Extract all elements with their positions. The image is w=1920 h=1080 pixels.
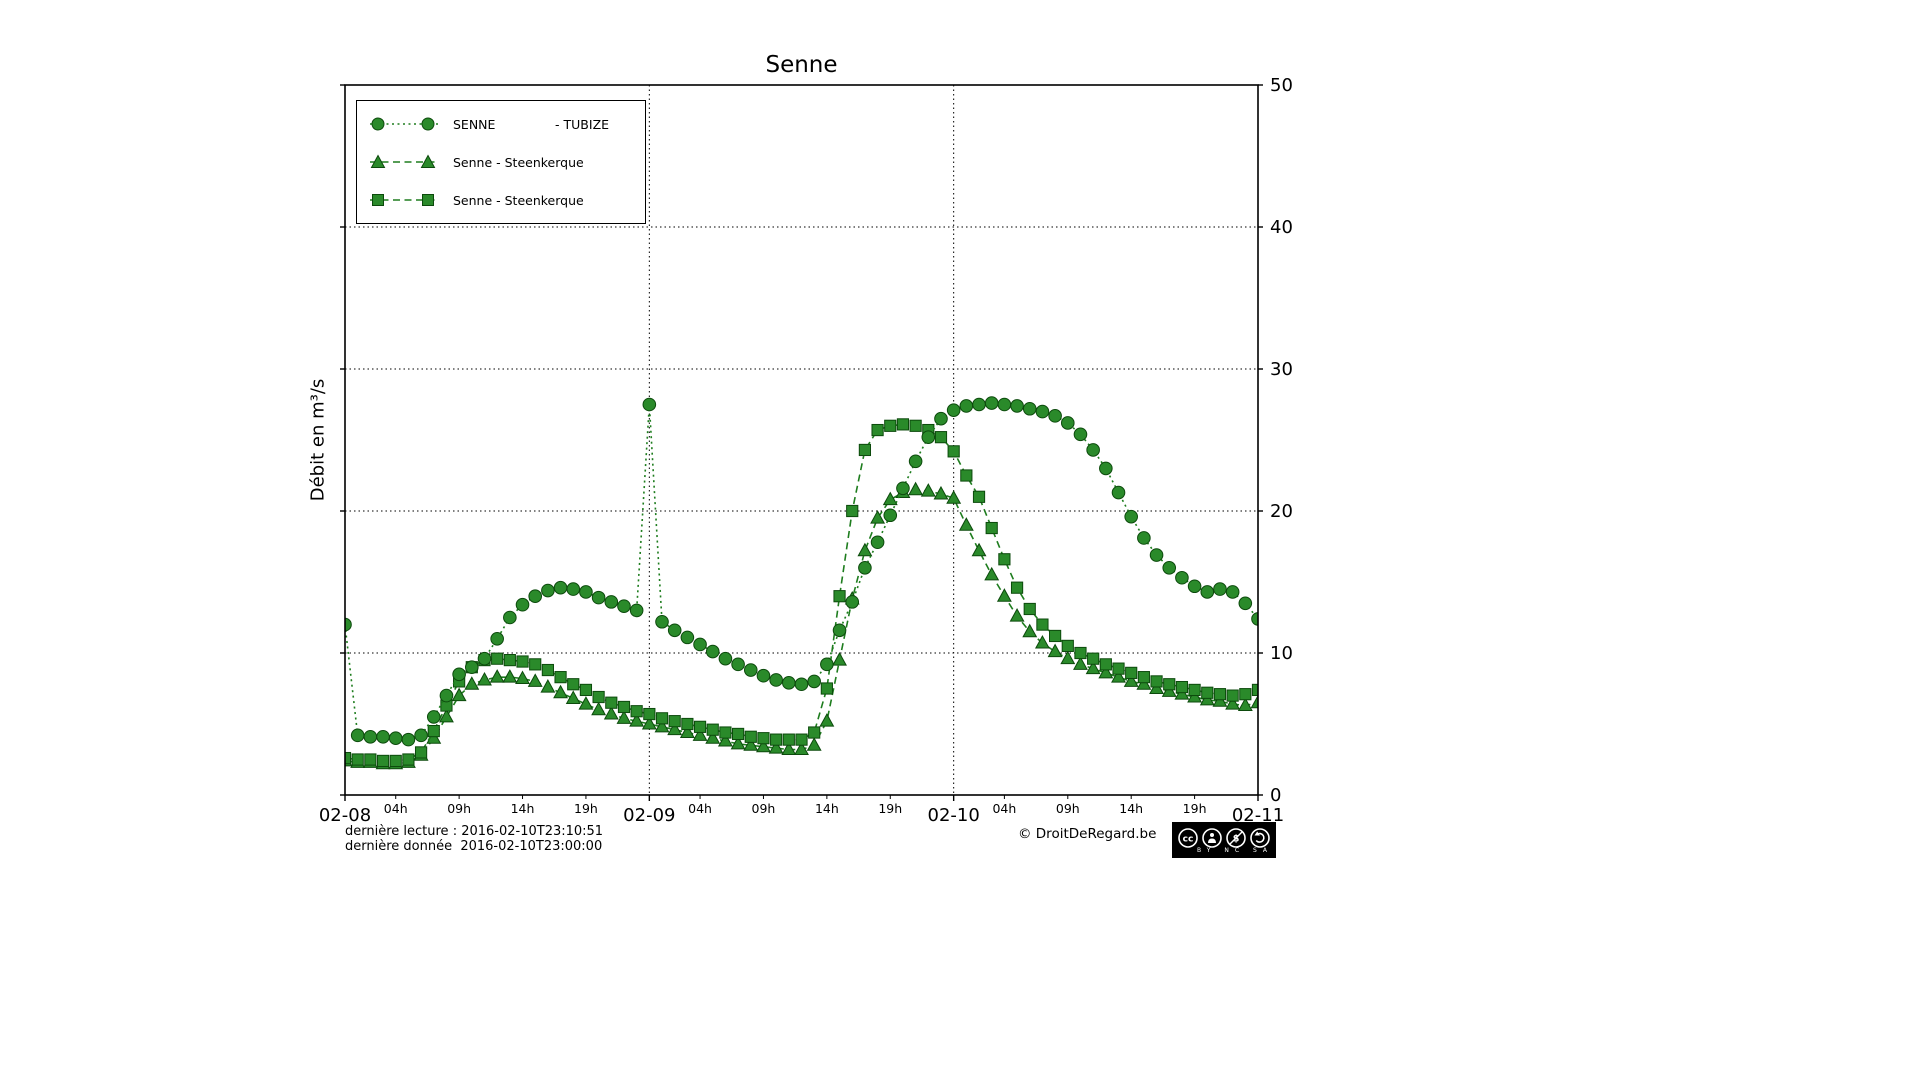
svg-text:04h: 04h xyxy=(688,801,712,816)
svg-text:50: 50 xyxy=(1270,75,1293,96)
svg-text:$: $ xyxy=(1233,833,1240,844)
legend-label-steenkerque-1: Senne - Steenkerque xyxy=(453,154,584,170)
legend-marker-square xyxy=(370,194,438,206)
svg-text:14h: 14h xyxy=(815,801,839,816)
svg-text:09h: 09h xyxy=(752,801,776,816)
svg-text:04h: 04h xyxy=(992,801,1016,816)
last-data-text: dernière donnée 2016-02-10T23:00:00 xyxy=(345,839,603,854)
last-reading-text: dernière lecture : 2016-02-10T23:10:51 xyxy=(345,824,604,839)
chart-title: Senne xyxy=(765,52,838,78)
svg-text:14h: 14h xyxy=(1119,801,1143,816)
svg-text:14h: 14h xyxy=(511,801,535,816)
svg-text:10: 10 xyxy=(1270,643,1293,664)
svg-text:02-10: 02-10 xyxy=(928,805,980,826)
svg-text:cc: cc xyxy=(1183,834,1194,844)
svg-text:02-08: 02-08 xyxy=(319,805,371,826)
svg-text:02-11: 02-11 xyxy=(1232,805,1284,826)
svg-text:09h: 09h xyxy=(447,801,471,816)
cc-license-terms: BY NC SA xyxy=(1197,846,1273,854)
cc-sa-share-alike-icon xyxy=(1250,827,1270,848)
legend-label-tubize: SENNE - TUBIZE xyxy=(453,116,610,132)
legend-item-steenkerque-1: Senne - Steenkerque xyxy=(357,153,645,171)
legend-item-steenkerque-2: Senne - Steenkerque xyxy=(357,191,645,209)
cc-license-badge[interactable]: cc $ BY NC SA xyxy=(1172,822,1276,858)
svg-text:04h: 04h xyxy=(384,801,408,816)
legend-label-steenkerque-2: Senne - Steenkerque xyxy=(453,192,584,208)
svg-text:09h: 09h xyxy=(1056,801,1080,816)
legend: SENNE - TUBIZE Senne - Steenkerque Senne… xyxy=(356,100,646,224)
svg-text:0: 0 xyxy=(1270,785,1281,806)
svg-text:19h: 19h xyxy=(1183,801,1207,816)
svg-text:02-09: 02-09 xyxy=(623,805,675,826)
svg-text:40: 40 xyxy=(1270,217,1293,238)
svg-text:20: 20 xyxy=(1270,501,1293,522)
legend-item-tubize: SENNE - TUBIZE xyxy=(357,115,645,133)
legend-marker-circle xyxy=(370,117,438,131)
svg-text:19h: 19h xyxy=(878,801,902,816)
legend-marker-triangle xyxy=(370,154,438,168)
cc-by-person-icon xyxy=(1202,827,1222,848)
cc-logo-icon: cc xyxy=(1178,827,1198,848)
svg-text:19h: 19h xyxy=(574,801,598,816)
copyright-text: © DroitDeRegard.be xyxy=(1018,826,1157,842)
cc-nc-no-dollar-icon: $ xyxy=(1226,827,1246,848)
cc-license-icons: cc $ xyxy=(1177,827,1271,849)
svg-text:30: 30 xyxy=(1270,359,1293,380)
